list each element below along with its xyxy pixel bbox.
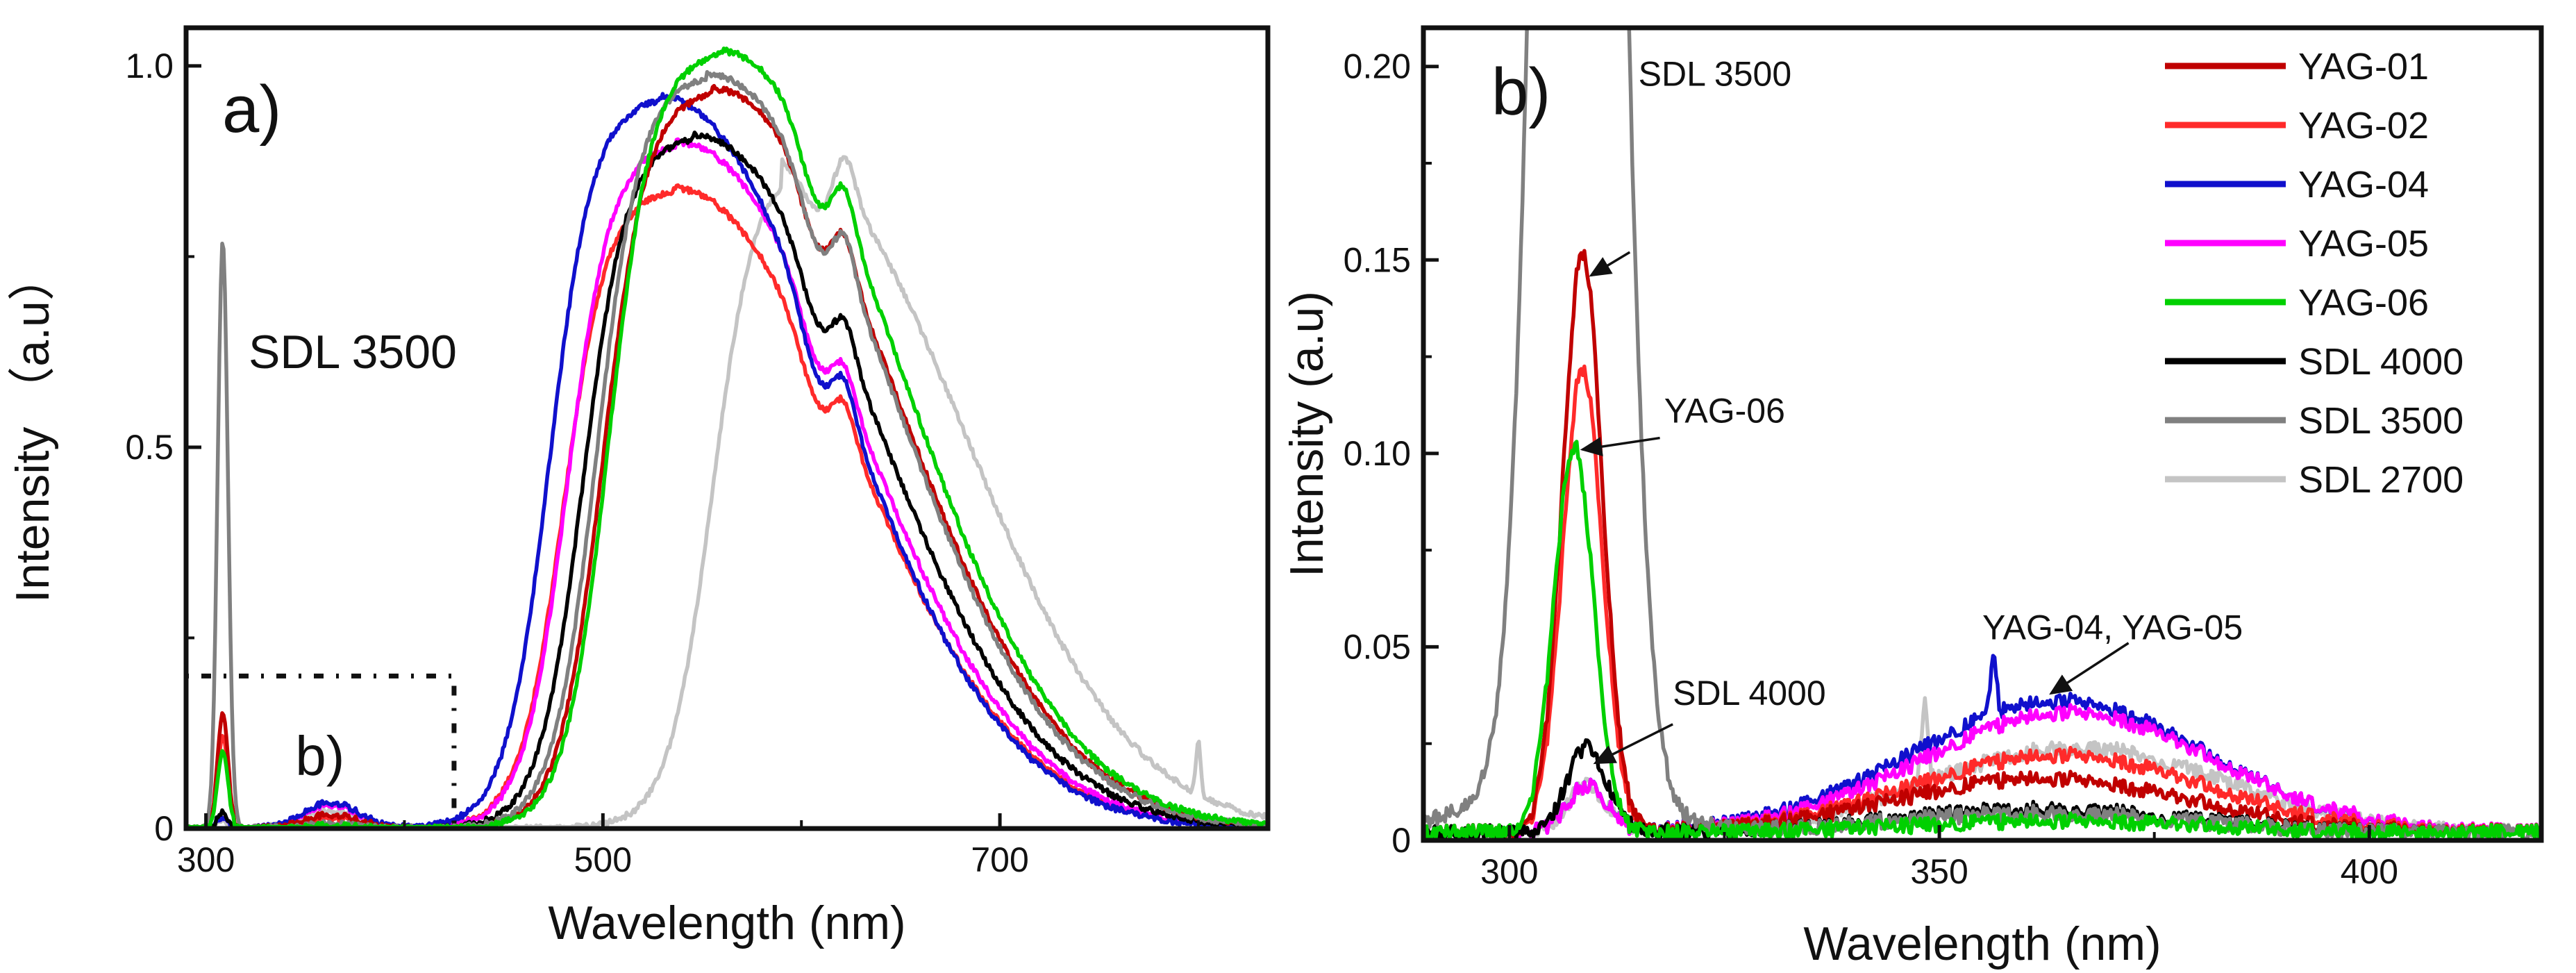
series-line-sdl-2700	[186, 155, 1268, 829]
panel-b-annotation-yag-06: YAG-06	[1664, 391, 1785, 430]
panel-a-ticks: 300 500 700 0 0.5 1.0	[125, 47, 1200, 879]
legend-label-yag-04: YAG-04	[2298, 164, 2429, 206]
series-line-yag-02	[186, 183, 1268, 829]
a-x-tick-label: 500	[574, 840, 632, 879]
legend-label-sdl-3500: SDL 3500	[2298, 400, 2464, 442]
series-line-yag-05	[1423, 703, 2541, 840]
legend-label-yag-01: YAG-01	[2298, 46, 2429, 88]
panel-b-annotation-sdl-3500: SDL 3500	[1639, 55, 1792, 94]
b-x-tick-label: 400	[2341, 852, 2398, 891]
series-line-yag-01	[186, 83, 1268, 829]
panel-a: 300 500 700 0 0.5 1.0 a) Wavelength (nm) Inte…	[6, 25, 1271, 949]
a-y-tick-label: 1.0	[125, 47, 174, 85]
a-x-tick-label: 300	[177, 840, 235, 879]
panel-a-letter: a)	[222, 72, 281, 147]
legend-label-yag-06: YAG-06	[2298, 282, 2429, 324]
panel-b-x-axis-label: Wavelength (nm)	[1803, 917, 2161, 970]
panel-b-frame	[1421, 25, 2544, 843]
b-y-tick-label: 0.10	[1344, 434, 1411, 473]
series-line-yag-05	[186, 137, 1268, 829]
arrow-yag-06	[1580, 436, 1660, 456]
b-y-tick-label: 0.15	[1344, 240, 1411, 279]
series-line-yag-04	[186, 92, 1268, 829]
panel-b-plot-area	[1423, 28, 2541, 840]
panel-a-annotation-sdl-3500: SDL 3500	[249, 326, 457, 379]
series-line-sdl-3500	[186, 69, 1268, 829]
a-y-tick-label: 0	[154, 809, 174, 848]
arrow-sdl-4000	[1593, 723, 1673, 765]
legend-label-sdl-2700: SDL 2700	[2298, 459, 2464, 501]
a-x-tick-label: 700	[971, 840, 1028, 879]
arrow-yag-01	[1589, 251, 1631, 277]
b-y-tick-label: 0.05	[1344, 627, 1411, 666]
legend-label-sdl-4000: SDL 4000	[2298, 341, 2464, 383]
panel-b-annotation-arrows	[1580, 251, 2130, 765]
panel-b-letter: b)	[1491, 55, 1550, 129]
panel-b-y-axis-label: Intensity (a.u)	[1280, 291, 1333, 577]
b-x-tick-label: 300	[1480, 852, 1538, 891]
legend-label-yag-02: YAG-02	[2298, 105, 2429, 147]
legend-label-yag-05: YAG-05	[2298, 223, 2429, 265]
panel-a-plot-area	[186, 47, 1268, 829]
panel-b-legend: YAG-01 YAG-02 YAG-04 YAG-05 YAG-06 SDL 4000 SD…	[2165, 46, 2464, 501]
panel-a-x-axis-label: Wavelength (nm)	[548, 897, 905, 949]
panel-b-annotation-yag-04-yag-05: YAG-04, YAG-05	[1982, 608, 2243, 647]
panel-b-ticks: 300 350 400 0 0.05 0.10 0.15 0.20	[1344, 47, 2398, 891]
series-line-sdl-4000	[186, 130, 1268, 829]
b-y-tick-label: 0.20	[1344, 47, 1411, 86]
series-line-yag-02	[1423, 364, 2541, 840]
panel-a-inset-label: b)	[295, 725, 344, 787]
panel-b: 300 350 400 0 0.05 0.10 0.15 0.20 b) Wavelength…	[1280, 25, 2544, 970]
panel-a-frame	[183, 25, 1271, 831]
panel-a-y-axis-label: Intensity （a.u）	[6, 253, 59, 603]
b-x-tick-label: 350	[1910, 852, 1968, 891]
arrow-yag-04-yag-05	[2049, 642, 2130, 695]
b-y-tick-label: 0	[1391, 821, 1411, 860]
a-y-tick-label: 0.5	[125, 428, 174, 467]
panel-b-annotation-sdl-4000: SDL 4000	[1673, 674, 1826, 713]
